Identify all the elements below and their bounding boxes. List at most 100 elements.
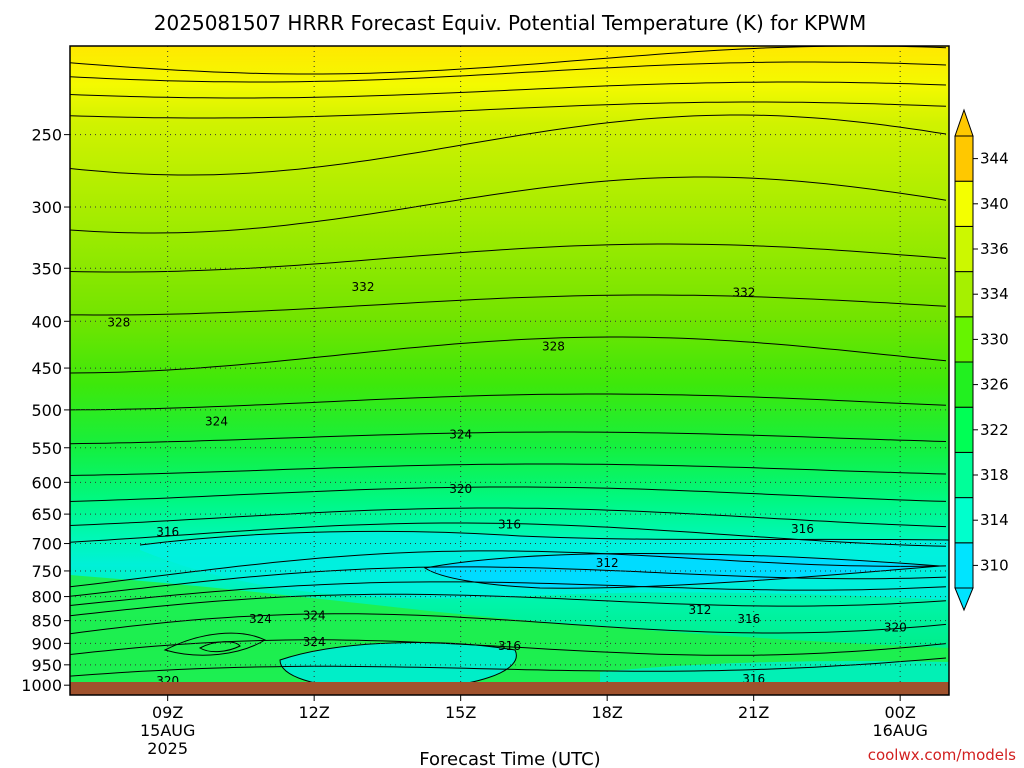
colorbar-segment: [954, 497, 974, 544]
ground: [70, 682, 949, 695]
contour-label-text: 324: [249, 612, 272, 626]
plot-area: 332 332 328 328 324 324 320 316 316 316 312 312 316 3…: [70, 46, 949, 695]
y-tick-label: 700: [31, 535, 62, 554]
x-tick-label: 15Z: [445, 703, 476, 722]
contour-line: [70, 657, 947, 677]
contour-line: [198, 641, 241, 653]
colorbar-label: 344: [980, 150, 1009, 168]
contour-line: [70, 486, 947, 502]
colorbar-label: 336: [980, 240, 1009, 258]
contour-label-text: 328: [107, 315, 130, 329]
contour-label-text: 320: [449, 482, 472, 496]
y-tick-label: 650: [31, 505, 62, 524]
contour-line: [70, 566, 947, 597]
colorbar-label: 330: [980, 330, 1009, 348]
y-tick-label: 600: [31, 473, 62, 492]
contour-label-text: 332: [732, 285, 755, 299]
contour-line: [70, 176, 947, 234]
contour-label-text: 332: [352, 280, 375, 294]
y-tick-label: 900: [31, 634, 62, 653]
contour-label: 312: [688, 603, 711, 617]
x-tick-year-label: 2025: [147, 739, 188, 758]
contour-line: [139, 530, 949, 546]
y-tick-label: 1000: [21, 676, 62, 695]
colorbar-bottom-extend: [954, 587, 974, 612]
colorbar-top-extend: [954, 108, 974, 137]
contour-line: [70, 294, 947, 316]
contour-label-text: 324: [449, 428, 472, 442]
colorbar-segment: [954, 451, 974, 499]
contour-label: 324: [303, 635, 326, 649]
contour-label: 316: [791, 522, 814, 536]
x-tick-date-label: 15AUG: [140, 721, 195, 740]
colorbar-label: 322: [980, 421, 1009, 439]
colorbar-label: 334: [980, 285, 1009, 303]
contour-line: [70, 61, 947, 83]
contour-line: [70, 550, 947, 588]
contour-label: 324: [249, 612, 272, 626]
contour-label: 332: [352, 280, 375, 294]
gridlines: [70, 46, 949, 695]
boundary-layer-cool-pocket: [280, 642, 517, 690]
y-tick-label: 250: [31, 126, 62, 145]
contour-label-text: 316: [156, 525, 179, 539]
colorbar-label: 326: [980, 376, 1009, 394]
y-tick-label: 550: [31, 439, 62, 458]
y-axis: 250 300 350 400 450 500 550 600 650 700 750 800 850 9…: [21, 126, 70, 695]
colorbar-segment: [954, 180, 974, 227]
contour-label: 328: [542, 339, 565, 353]
colorbar-segment: [954, 135, 974, 182]
colorbar-label: 340: [980, 195, 1009, 213]
contour-label: 324: [205, 415, 228, 429]
colorbar-segment: [954, 406, 974, 453]
contour-line: [70, 114, 947, 176]
x-tick-label: 09Z: [152, 703, 183, 722]
colorbar-label: 318: [980, 466, 1009, 484]
contour-line: [163, 632, 267, 656]
contour-line: [70, 393, 947, 411]
contour-label: 324: [303, 608, 326, 622]
contour-label: 328: [107, 315, 130, 329]
contour-line: [70, 613, 947, 635]
contour-label: 320: [884, 621, 907, 635]
contour-label-text: 320: [884, 621, 907, 635]
contour-line: [423, 552, 941, 589]
contour-line: [70, 81, 947, 99]
contour-label-text: 328: [542, 339, 565, 353]
contour-label: 316: [498, 517, 521, 531]
colorbar-segment: [954, 361, 974, 408]
contour-label-text: 316: [498, 517, 521, 531]
x-tick-label: 21Z: [738, 703, 769, 722]
x-tick-date-label: 16AUG: [872, 721, 927, 740]
contour-line: [70, 581, 947, 606]
contour-label: 312: [596, 556, 619, 570]
contour-label-text: 312: [688, 603, 711, 617]
contour-line: [70, 243, 947, 273]
contour-lines: [70, 46, 949, 691]
contour-label: 316: [498, 639, 521, 653]
contour-label-text: 324: [303, 608, 326, 622]
contour-label: 332: [732, 285, 755, 299]
colorbar-segment: [954, 271, 974, 318]
contour-label: 320: [449, 482, 472, 496]
x-axis-label: Forecast Time (UTC): [419, 749, 600, 768]
contour-line: [70, 593, 947, 617]
colorbar-segment: [954, 316, 974, 363]
contour-line: [70, 431, 947, 445]
y-tick-label: 750: [31, 562, 62, 581]
plot-frame: [69, 45, 950, 696]
x-tick-label: 00Z: [885, 703, 916, 722]
y-tick-label: 350: [31, 259, 62, 278]
contour-label-text: 316: [737, 612, 760, 626]
credit-text: coolwx.com/models: [868, 746, 1016, 764]
contour-label-text: 324: [205, 415, 228, 429]
contour-line: [70, 336, 947, 374]
contour-line: [70, 46, 947, 75]
contour-line: [70, 463, 947, 476]
y-tick-label: 400: [31, 312, 62, 331]
contour-label: 316: [737, 612, 760, 626]
x-tick-label: 18Z: [592, 703, 623, 722]
colorbar-label: 314: [980, 511, 1009, 529]
y-tick-label: 450: [31, 359, 62, 378]
